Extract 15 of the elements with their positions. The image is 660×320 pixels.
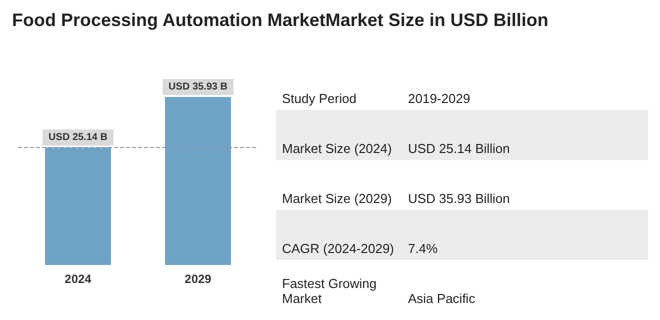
text: USD 35.93 Billion	[408, 191, 511, 206]
text: USD 25.14 Billion	[408, 141, 511, 156]
text: 7.4%	[408, 241, 439, 256]
chart-title: Food Processing Automation MarketMarket Size in USD Billion	[12, 10, 548, 31]
data-label: USD 25.14 B	[48, 132, 108, 143]
text: CAGR (2024-2029)	[281, 241, 395, 256]
text: Asia Pacific	[408, 291, 476, 306]
x-tick-label: 2024	[64, 272, 92, 286]
text: Fastest Growing Market	[281, 276, 378, 306]
text: 2019-2029	[408, 91, 472, 106]
data-label: USD 35.93 B	[168, 82, 228, 93]
x-tick-label: 2029	[184, 272, 212, 286]
text: Market Size (2024)	[281, 141, 393, 156]
text: Study Period	[281, 91, 358, 106]
text: Market Size (2029)	[281, 191, 393, 206]
